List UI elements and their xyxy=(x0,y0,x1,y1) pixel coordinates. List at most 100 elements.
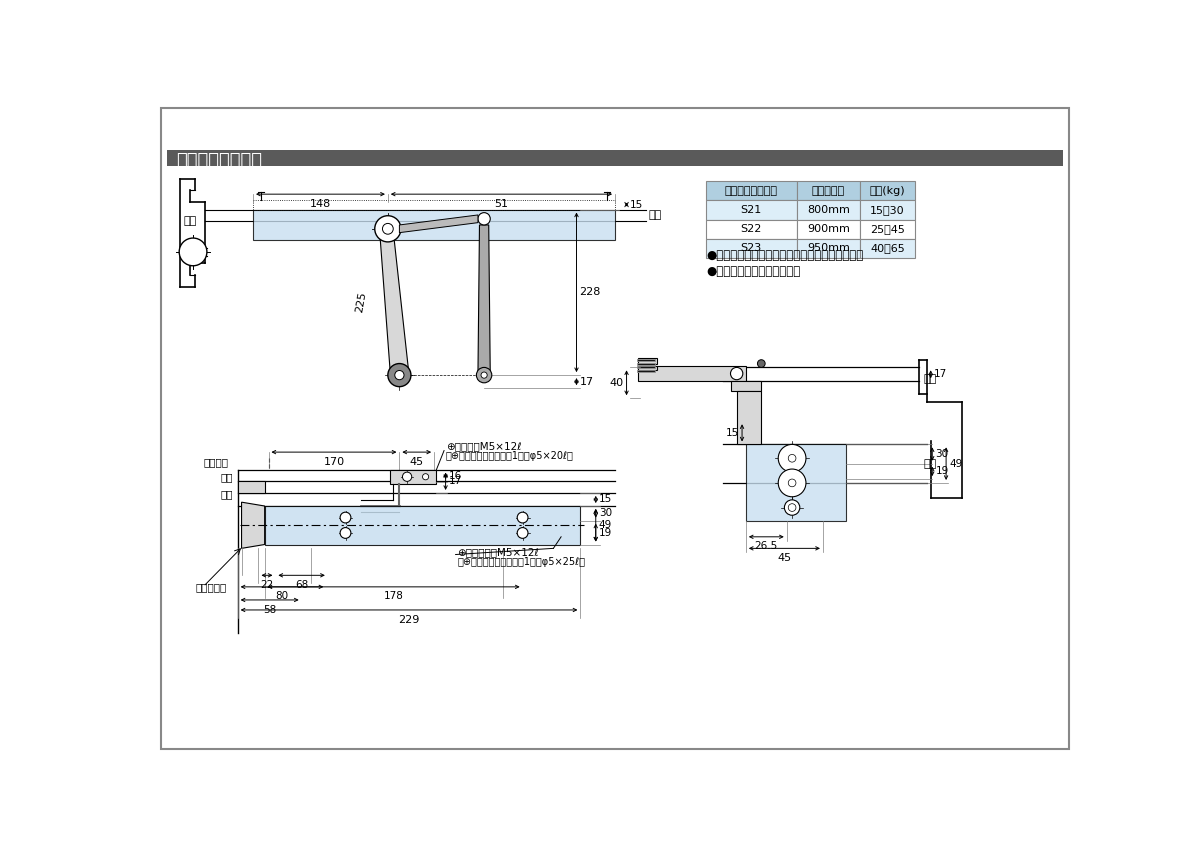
Text: S21: S21 xyxy=(740,205,762,215)
Polygon shape xyxy=(380,238,409,371)
Bar xyxy=(638,365,658,370)
Circle shape xyxy=(422,474,428,480)
Bar xyxy=(253,209,616,240)
Text: 22: 22 xyxy=(260,580,274,590)
Text: 148: 148 xyxy=(310,198,331,209)
Text: 15～30: 15～30 xyxy=(870,205,905,215)
Text: 速度調整弁: 速度調整弁 xyxy=(196,582,227,592)
Text: ドア: ドア xyxy=(648,210,661,220)
Bar xyxy=(638,365,746,382)
Text: 45: 45 xyxy=(409,457,424,466)
Polygon shape xyxy=(478,225,491,375)
Bar xyxy=(797,181,860,200)
Circle shape xyxy=(517,527,528,538)
Bar xyxy=(238,481,265,493)
Text: 58: 58 xyxy=(263,605,276,615)
Text: 229: 229 xyxy=(398,615,420,625)
Text: 吊元中心: 吊元中心 xyxy=(203,457,228,467)
Text: 30: 30 xyxy=(599,508,612,518)
Text: 68: 68 xyxy=(295,580,308,590)
Circle shape xyxy=(788,479,796,487)
Text: 51: 51 xyxy=(494,198,509,209)
Text: 上枠: 上枠 xyxy=(221,472,233,483)
Bar xyxy=(706,239,797,258)
Text: 上枠: 上枠 xyxy=(923,374,936,384)
Text: （⊕タッピンネジナベ（1種）φ5×20ℓ）: （⊕タッピンネジナベ（1種）φ5×20ℓ） xyxy=(445,451,574,461)
Bar xyxy=(797,239,860,258)
Text: 15: 15 xyxy=(726,428,739,438)
Text: 外装式ストップ付: 外装式ストップ付 xyxy=(176,152,262,170)
Bar xyxy=(706,200,797,220)
Circle shape xyxy=(788,455,796,462)
Polygon shape xyxy=(737,391,761,444)
Text: 17: 17 xyxy=(449,477,462,487)
Text: 228: 228 xyxy=(580,287,601,298)
Bar xyxy=(860,181,916,200)
Circle shape xyxy=(481,372,487,378)
Bar xyxy=(265,506,581,544)
Text: 40～65: 40～65 xyxy=(870,243,905,254)
Bar xyxy=(638,358,658,365)
Text: 適用ドア巾: 適用ドア巾 xyxy=(811,186,845,196)
Bar xyxy=(797,220,860,239)
Bar xyxy=(167,149,1063,166)
Text: 49: 49 xyxy=(949,459,962,469)
Circle shape xyxy=(785,499,800,516)
Circle shape xyxy=(779,469,806,497)
Text: 45: 45 xyxy=(778,553,792,563)
Text: 外装式ストップ付: 外装式ストップ付 xyxy=(725,186,778,196)
Bar xyxy=(390,470,437,483)
Bar xyxy=(860,200,916,220)
Bar xyxy=(860,239,916,258)
Text: ●本図は右勝手を示します。: ●本図は右勝手を示します。 xyxy=(706,265,800,277)
Text: 49: 49 xyxy=(599,521,612,530)
Text: 30: 30 xyxy=(935,449,948,459)
Circle shape xyxy=(517,512,528,523)
Text: 80: 80 xyxy=(276,592,288,601)
Text: 重量(kg): 重量(kg) xyxy=(870,186,905,196)
Text: ●本品には（　）内のネジが同梱されています。: ●本品には（ ）内のネジが同梱されています。 xyxy=(706,249,863,262)
Text: 170: 170 xyxy=(323,457,344,466)
Polygon shape xyxy=(241,502,265,549)
Circle shape xyxy=(788,504,796,511)
Circle shape xyxy=(395,371,404,380)
Circle shape xyxy=(779,444,806,472)
Circle shape xyxy=(388,364,410,387)
Circle shape xyxy=(478,213,491,225)
Polygon shape xyxy=(400,215,478,232)
Text: 900mm: 900mm xyxy=(806,224,850,234)
Bar xyxy=(706,220,797,239)
Text: 40: 40 xyxy=(610,378,624,388)
Circle shape xyxy=(476,367,492,382)
Circle shape xyxy=(402,472,412,482)
Circle shape xyxy=(731,367,743,380)
Text: 15: 15 xyxy=(630,199,643,209)
Text: 950mm: 950mm xyxy=(806,243,850,254)
Text: ⊕丸皿小ネジM5×12ℓ: ⊕丸皿小ネジM5×12ℓ xyxy=(457,547,539,557)
Bar xyxy=(797,200,860,220)
Text: ⊕丸小ネジM5×12ℓ: ⊕丸小ネジM5×12ℓ xyxy=(445,441,521,451)
Text: 19: 19 xyxy=(599,527,612,538)
Circle shape xyxy=(374,215,401,242)
Bar xyxy=(860,220,916,239)
Circle shape xyxy=(757,360,766,367)
Circle shape xyxy=(383,223,394,234)
Text: ドア: ドア xyxy=(221,489,233,499)
Text: 800mm: 800mm xyxy=(806,205,850,215)
Text: 178: 178 xyxy=(384,592,403,601)
Text: （⊕タッピンネジ丸皿（1種）φ5×25ℓ）: （⊕タッピンネジ丸皿（1種）φ5×25ℓ） xyxy=(457,557,586,567)
Text: ドア: ドア xyxy=(923,459,936,469)
Text: 19: 19 xyxy=(935,466,948,477)
Text: S22: S22 xyxy=(740,224,762,234)
Bar xyxy=(746,444,846,522)
Circle shape xyxy=(340,527,350,538)
Text: 25～45: 25～45 xyxy=(870,224,905,234)
Text: 17: 17 xyxy=(580,377,594,387)
Text: 225: 225 xyxy=(354,291,367,313)
Circle shape xyxy=(179,238,206,265)
Text: 17: 17 xyxy=(934,370,947,379)
Text: 15: 15 xyxy=(599,494,612,505)
Text: 竪枠: 竪枠 xyxy=(184,216,197,226)
Circle shape xyxy=(340,512,350,523)
Text: 26.5: 26.5 xyxy=(755,541,778,551)
